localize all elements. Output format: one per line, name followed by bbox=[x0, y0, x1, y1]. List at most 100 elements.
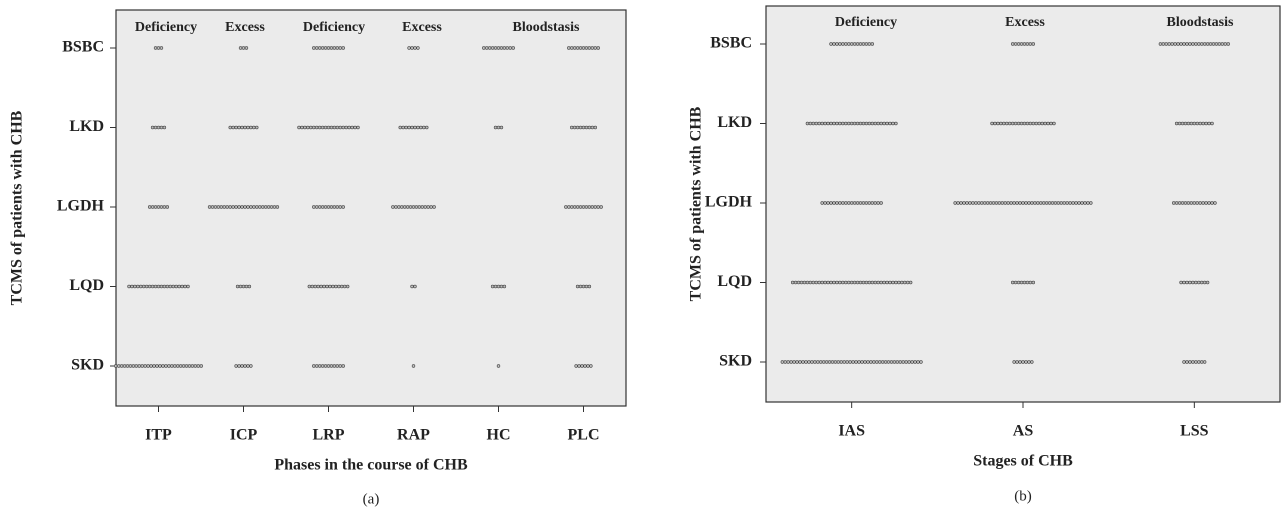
dot bbox=[153, 46, 158, 50]
dot bbox=[1031, 121, 1036, 126]
dot bbox=[416, 46, 420, 50]
dot bbox=[137, 364, 142, 368]
dot bbox=[1037, 121, 1041, 126]
dot bbox=[575, 284, 580, 289]
dot bbox=[979, 201, 984, 205]
dot bbox=[913, 360, 917, 364]
dot-row bbox=[780, 360, 923, 364]
dot bbox=[858, 121, 863, 126]
dot bbox=[320, 125, 325, 130]
dot bbox=[1173, 42, 1177, 46]
dot bbox=[249, 205, 253, 209]
dot bbox=[164, 364, 168, 368]
dot bbox=[240, 205, 244, 209]
dot bbox=[315, 364, 319, 368]
dot bbox=[854, 360, 858, 364]
dot bbox=[996, 121, 1000, 126]
dot bbox=[1013, 280, 1018, 285]
dot bbox=[122, 364, 127, 368]
dot bbox=[1183, 201, 1188, 205]
dot bbox=[802, 280, 807, 285]
dot bbox=[872, 360, 876, 364]
dot bbox=[329, 364, 334, 368]
dot bbox=[867, 201, 872, 205]
dot bbox=[916, 360, 920, 364]
dot bbox=[237, 364, 241, 368]
dot bbox=[410, 284, 414, 289]
dot bbox=[312, 364, 316, 368]
dot bbox=[855, 42, 860, 46]
dot bbox=[1174, 121, 1179, 126]
dot bbox=[240, 364, 244, 368]
dot bbox=[985, 201, 990, 205]
dot bbox=[246, 125, 250, 130]
dot bbox=[1008, 121, 1012, 126]
dot bbox=[119, 364, 124, 368]
dot bbox=[266, 205, 271, 209]
dot bbox=[413, 46, 417, 50]
dot bbox=[1201, 201, 1205, 205]
dot bbox=[155, 364, 159, 368]
dot bbox=[1194, 280, 1198, 285]
dot bbox=[808, 121, 813, 126]
x-tick-label: PLC bbox=[568, 427, 600, 444]
dot bbox=[511, 46, 515, 50]
dot bbox=[1080, 201, 1084, 205]
dot bbox=[829, 42, 833, 46]
dot bbox=[193, 364, 198, 368]
dot bbox=[885, 280, 889, 285]
dot bbox=[1197, 42, 1201, 46]
dot bbox=[323, 46, 328, 50]
dot bbox=[814, 121, 818, 126]
y-tick-label: LQD bbox=[69, 277, 104, 294]
dot bbox=[1033, 201, 1037, 205]
dot bbox=[315, 46, 319, 50]
dot bbox=[1198, 201, 1202, 205]
dot bbox=[1185, 42, 1189, 46]
dot bbox=[408, 205, 413, 209]
dot bbox=[326, 46, 331, 50]
dot bbox=[1028, 42, 1033, 46]
dot bbox=[178, 364, 183, 368]
dot bbox=[210, 205, 215, 209]
dot bbox=[852, 121, 857, 126]
dot bbox=[829, 201, 833, 205]
dot bbox=[397, 205, 401, 209]
dot bbox=[596, 205, 600, 209]
dot bbox=[1025, 121, 1030, 126]
dot bbox=[900, 280, 904, 285]
dot bbox=[1065, 201, 1069, 205]
dot bbox=[312, 46, 316, 50]
dot bbox=[246, 205, 250, 209]
dot bbox=[1213, 201, 1217, 205]
dot bbox=[499, 284, 504, 289]
annotation: Deficiency bbox=[303, 20, 365, 35]
dot bbox=[564, 205, 568, 209]
dot bbox=[841, 42, 845, 46]
dot bbox=[162, 125, 167, 130]
dot bbox=[832, 201, 836, 205]
dot bbox=[1028, 121, 1033, 126]
dot bbox=[1204, 121, 1208, 126]
dot bbox=[830, 360, 835, 364]
dot bbox=[861, 201, 866, 205]
dot bbox=[258, 205, 262, 209]
dot bbox=[583, 364, 587, 368]
dot bbox=[858, 280, 863, 285]
dot bbox=[485, 46, 489, 50]
dot bbox=[836, 360, 841, 364]
dot bbox=[789, 360, 793, 364]
dot bbox=[487, 46, 492, 50]
dot bbox=[1074, 201, 1078, 205]
x-tick-label: ITP bbox=[145, 427, 172, 444]
dot bbox=[974, 201, 978, 205]
dot bbox=[326, 364, 331, 368]
dot bbox=[578, 125, 583, 130]
dot bbox=[252, 205, 256, 209]
dot bbox=[1018, 201, 1022, 205]
dot bbox=[244, 284, 249, 289]
y-axis-label: TCMS of patients with CHB bbox=[688, 106, 705, 301]
dot bbox=[895, 360, 900, 364]
dot bbox=[496, 125, 501, 130]
dot bbox=[1186, 201, 1191, 205]
